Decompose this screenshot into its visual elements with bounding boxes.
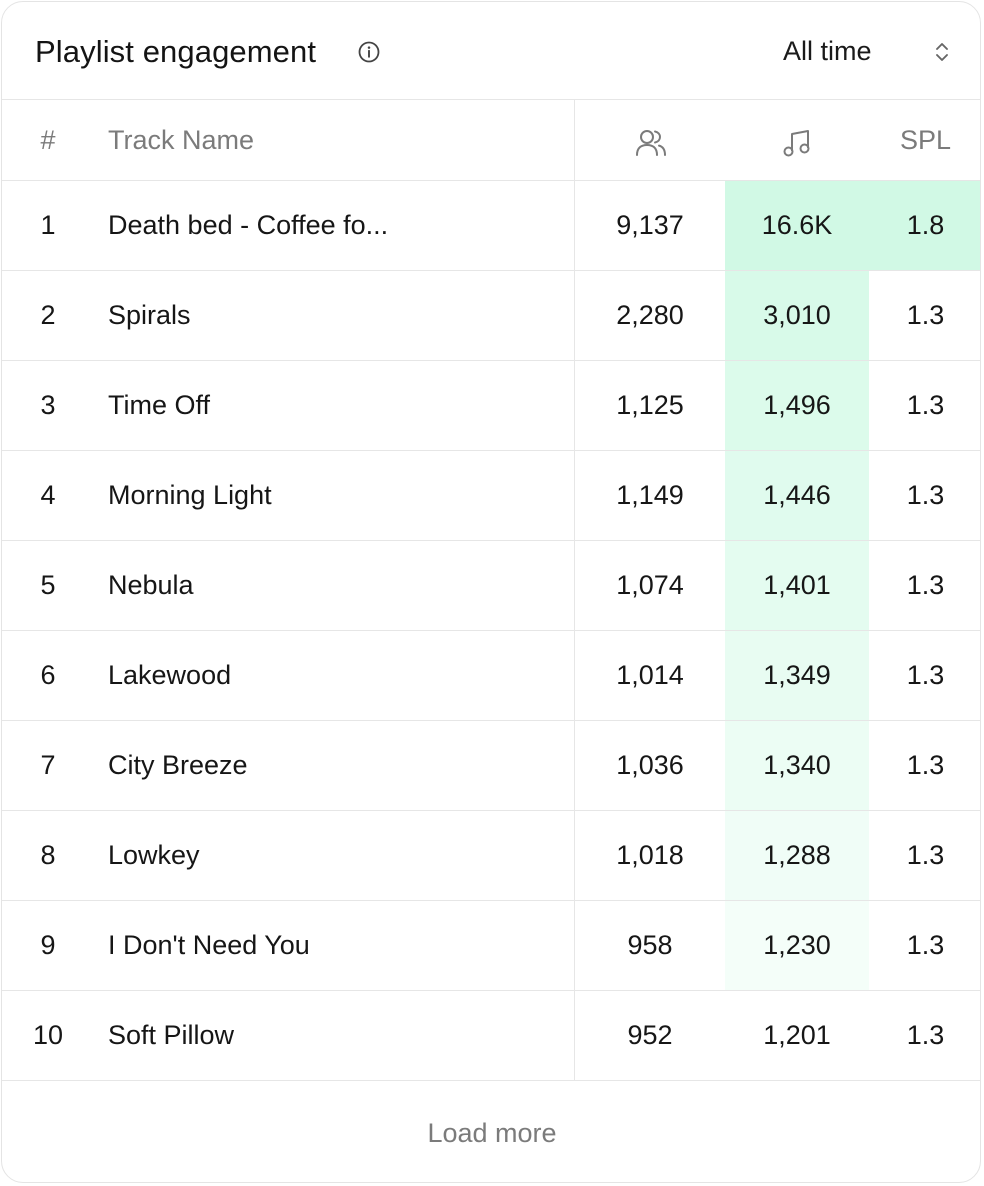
- table-row[interactable]: 10 Soft Pillow 952 1,201 1.3: [2, 991, 980, 1081]
- cell-spl: 1.3: [906, 570, 945, 600]
- cell-spl: 1.3: [906, 1020, 945, 1050]
- cell-listeners: 9,137: [616, 210, 684, 240]
- column-divider: [574, 100, 575, 1080]
- cell-streams: 1,230: [725, 901, 869, 990]
- cell-listeners: 1,018: [616, 840, 684, 870]
- table-header: # Track Name SPL: [2, 100, 980, 181]
- cell-spl: 1.3: [906, 480, 945, 510]
- cell-spl: 1.3: [906, 840, 945, 870]
- table-row[interactable]: 6 Lakewood 1,014 1,349 1.3: [2, 631, 980, 721]
- cell-track-name: Morning Light: [108, 480, 272, 510]
- cell-streams: 1,340: [725, 721, 869, 810]
- cell-listeners: 1,125: [616, 390, 684, 420]
- period-select[interactable]: All time: [762, 28, 962, 74]
- column-header-streams[interactable]: [725, 100, 869, 180]
- cell-streams: 1,349: [725, 631, 869, 720]
- cell-rank: 5: [40, 570, 56, 600]
- cell-track-name: Nebula: [108, 570, 194, 600]
- cell-streams: 1,288: [725, 811, 869, 900]
- cell-track-name: Spirals: [108, 300, 191, 330]
- cell-track-name: Soft Pillow: [108, 1020, 235, 1050]
- cell-rank: 8: [40, 840, 56, 870]
- column-header-rank[interactable]: #: [40, 125, 56, 155]
- cell-streams: 1,401: [725, 541, 869, 630]
- cell-track-name: City Breeze: [108, 750, 248, 780]
- cell-rank: 6: [40, 660, 56, 690]
- cell-rank: 9: [40, 930, 56, 960]
- cell-streams: 3,010: [725, 271, 869, 360]
- card-footer: Load more: [2, 1080, 980, 1182]
- cell-track-name: Lakewood: [108, 660, 232, 690]
- cell-listeners: 1,036: [616, 750, 684, 780]
- info-icon[interactable]: [357, 40, 381, 64]
- cell-rank: 3: [40, 390, 56, 420]
- music-note-icon: [783, 130, 810, 157]
- cell-streams: 16.6K: [725, 181, 869, 270]
- users-icon: [636, 130, 666, 156]
- cell-spl: 1.8: [869, 181, 980, 270]
- table-row[interactable]: 4 Morning Light 1,149 1,446 1.3: [2, 451, 980, 541]
- cell-track-name: Time Off: [108, 390, 211, 420]
- cell-streams: 1,201: [763, 1020, 831, 1050]
- table-row[interactable]: 1 Death bed - Coffee fo... 9,137 16.6K 1.8: [2, 181, 980, 271]
- table-row[interactable]: 7 City Breeze 1,036 1,340 1.3: [2, 721, 980, 811]
- column-header-listeners[interactable]: [575, 100, 725, 180]
- cell-rank: 4: [40, 480, 56, 510]
- cell-track-name: Lowkey: [108, 840, 200, 870]
- cell-track-name: Death bed - Coffee fo...: [108, 210, 389, 240]
- table-row[interactable]: 9 I Don't Need You 958 1,230 1.3: [2, 901, 980, 991]
- table-row[interactable]: 2 Spirals 2,280 3,010 1.3: [2, 271, 980, 361]
- cell-track-name: I Don't Need You: [108, 930, 310, 960]
- cell-spl: 1.3: [906, 750, 945, 780]
- cell-rank: 2: [40, 300, 56, 330]
- cell-listeners: 1,149: [616, 480, 684, 510]
- cell-streams: 1,446: [725, 451, 869, 540]
- card-title: Playlist engagement: [35, 34, 317, 69]
- table-row[interactable]: 5 Nebula 1,074 1,401 1.3: [2, 541, 980, 631]
- cell-spl: 1.3: [906, 300, 945, 330]
- cell-listeners: 1,014: [616, 660, 684, 690]
- cell-rank: 10: [32, 1020, 64, 1050]
- chevron-up-down-icon: [936, 43, 948, 61]
- cell-listeners: 1,074: [616, 570, 684, 600]
- card-header: Playlist engagement All time: [2, 2, 980, 100]
- cell-spl: 1.3: [906, 390, 945, 420]
- cell-listeners: 2,280: [616, 300, 684, 330]
- cell-rank: 7: [40, 750, 56, 780]
- cell-spl: 1.3: [906, 660, 945, 690]
- cell-rank: 1: [40, 210, 56, 240]
- column-header-track-name[interactable]: Track Name: [108, 125, 255, 155]
- column-header-spl[interactable]: SPL: [899, 125, 952, 155]
- cell-listeners: 958: [627, 930, 673, 960]
- cell-spl: 1.3: [906, 930, 945, 960]
- table-row[interactable]: 8 Lowkey 1,018 1,288 1.3: [2, 811, 980, 901]
- cell-streams: 1,496: [725, 361, 869, 450]
- cell-listeners: 952: [627, 1020, 673, 1050]
- table-row[interactable]: 3 Time Off 1,125 1,496 1.3: [2, 361, 980, 451]
- period-select-value: All time: [783, 36, 872, 66]
- load-more-button[interactable]: Load more: [2, 1080, 980, 1182]
